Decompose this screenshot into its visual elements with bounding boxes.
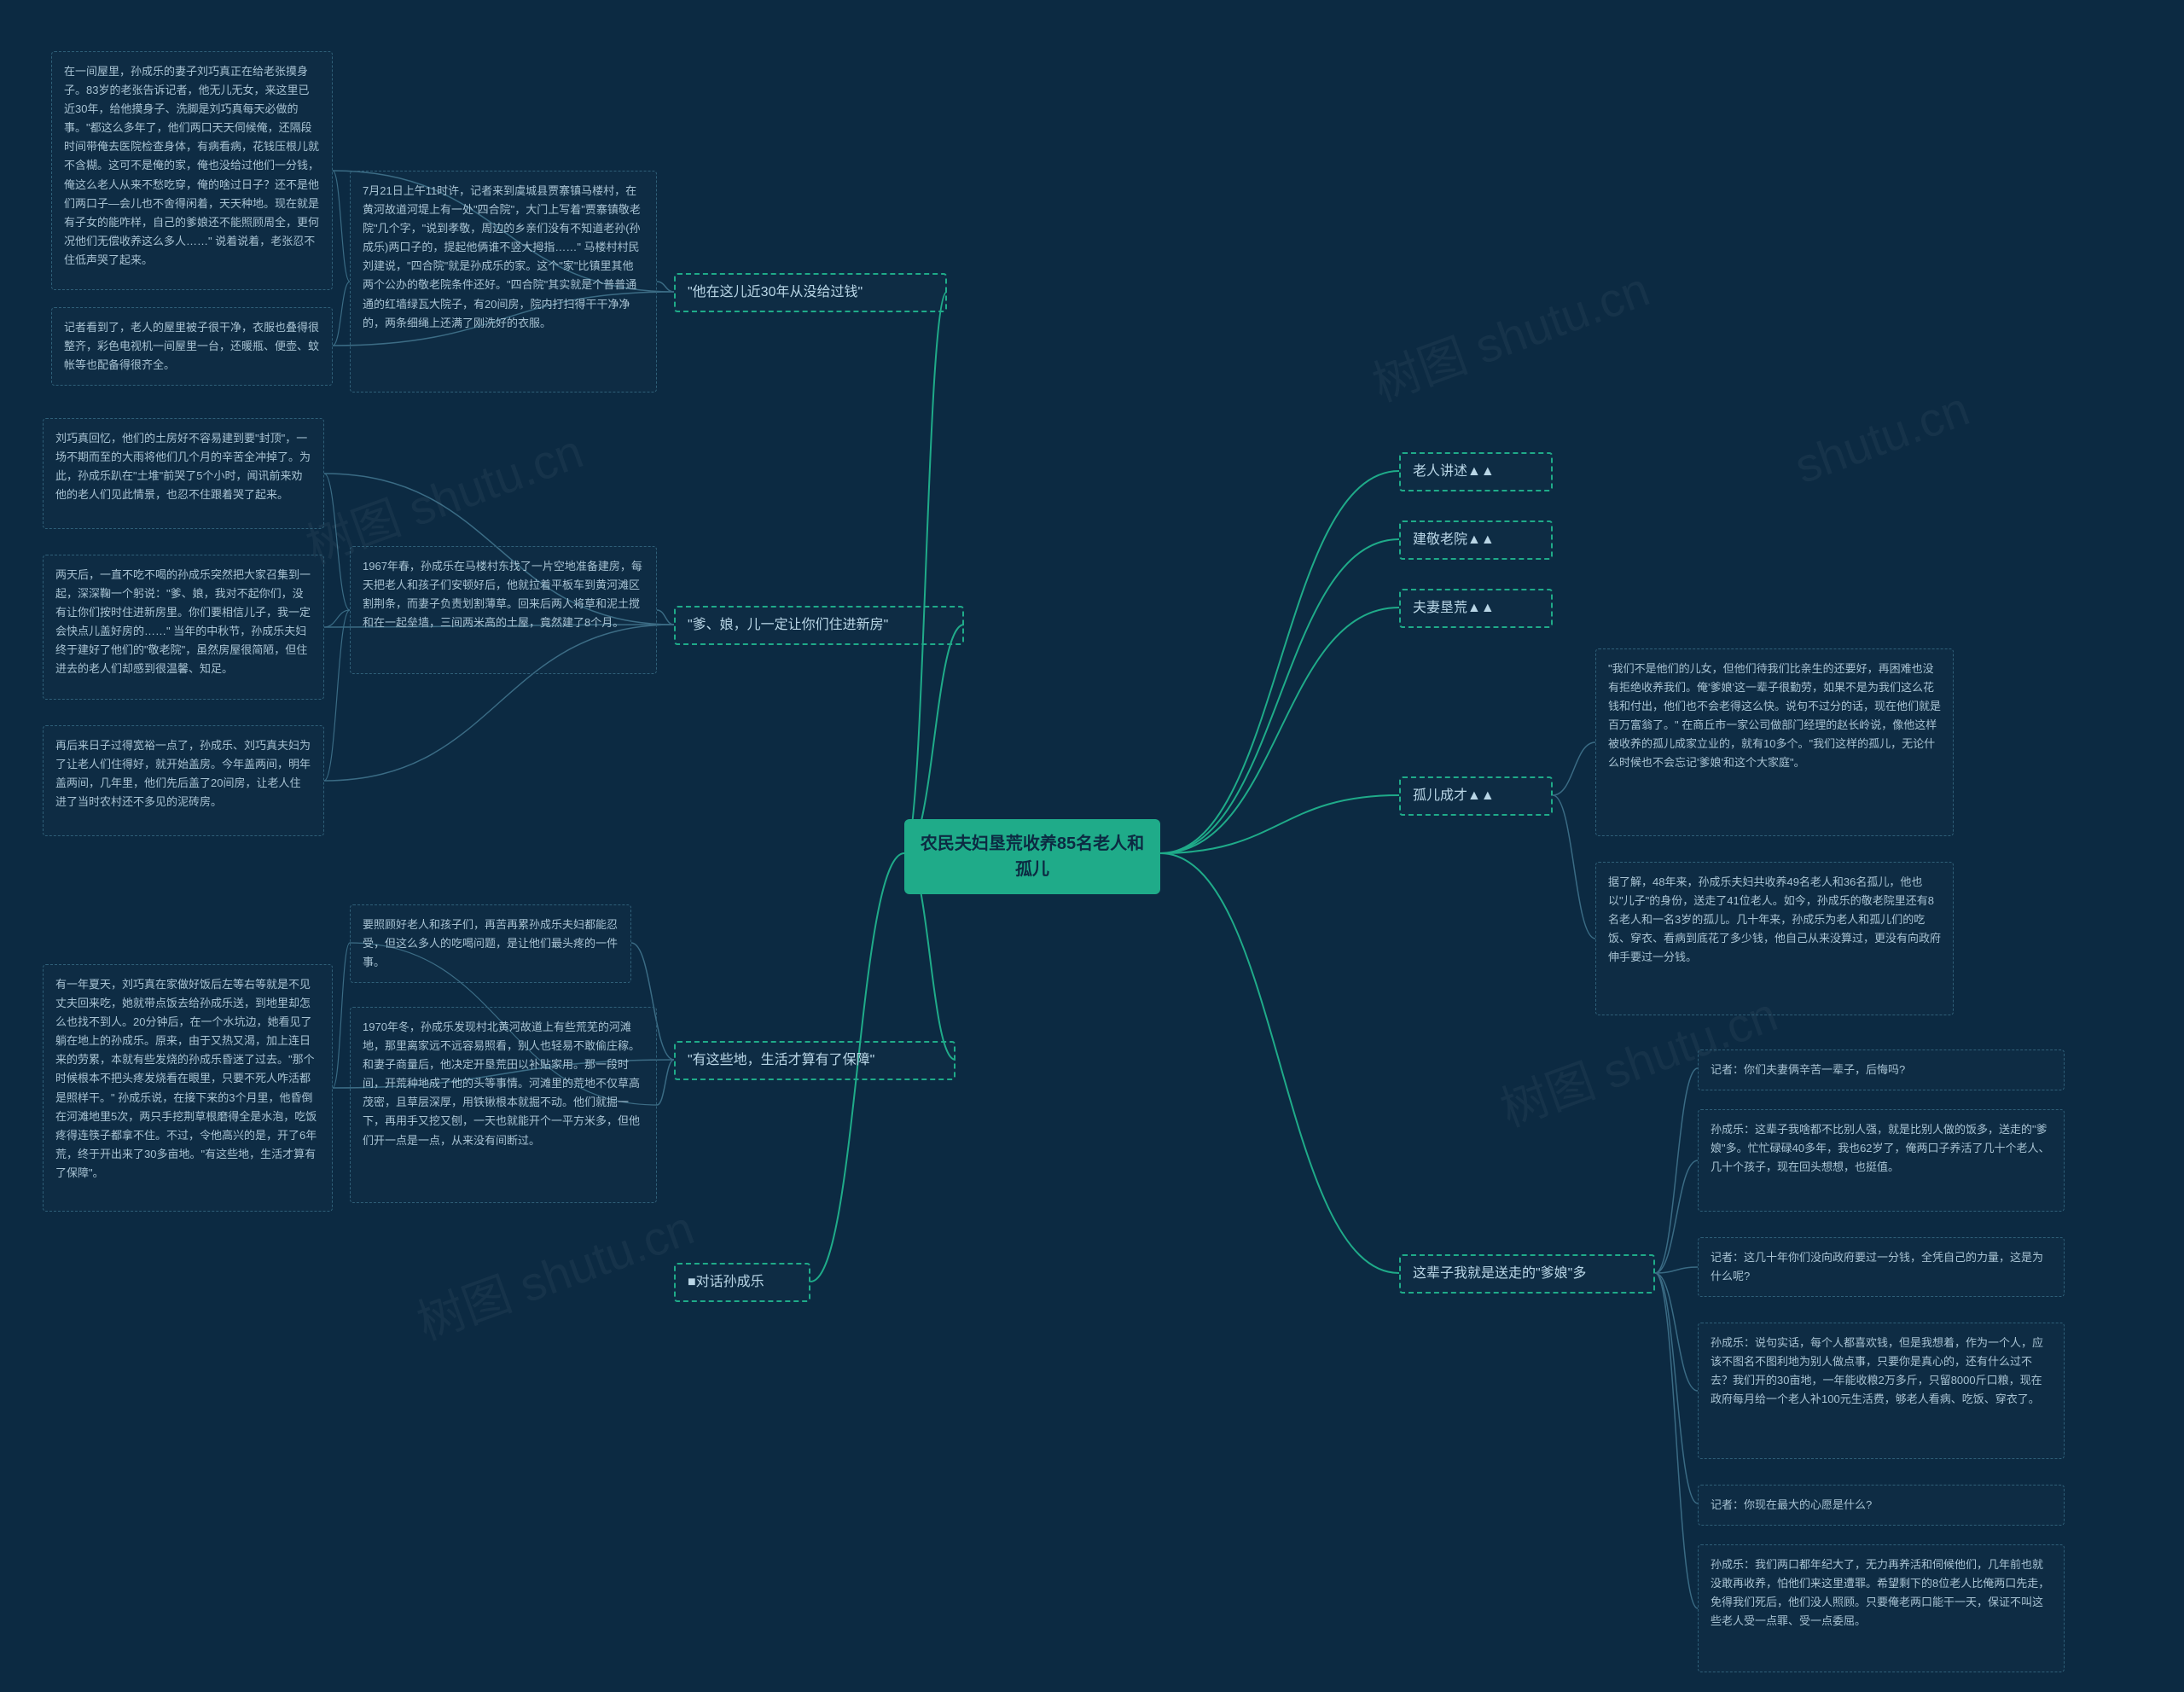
center-node: 农民夫妇垦荒收养85名老人和孤儿 [904,819,1160,894]
leaf-r5f: 孙成乐：我们两口都年纪大了，无力再养活和伺候他们，几年前也就没敢再收养，怕他们来… [1698,1544,2065,1672]
branch-l4[interactable]: ■对话孙成乐 [674,1263,810,1302]
leaf-l2d: 再后来日子过得宽裕一点了，孙成乐、刘巧真夫妇为了让老人们住得好，就开始盖房。今年… [43,725,324,836]
branch-r1[interactable]: 老人讲述▲▲ [1399,452,1553,491]
leaf-l2a: 1967年春，孙成乐在马楼村东找了一片空地准备建房，每天把老人和孩子们安顿好后，… [350,546,657,674]
leaf-r5c: 记者：这几十年你们没向政府要过一分钱，全凭自己的力量，这是为什么呢? [1698,1237,2065,1297]
watermark: 树图 shutu.cn [1362,251,1658,415]
leaf-l1b: 在一间屋里，孙成乐的妻子刘巧真正在给老张摸身子。83岁的老张告诉记者，他无儿无女… [51,51,333,290]
branch-r3[interactable]: 夫妻垦荒▲▲ [1399,589,1553,628]
branch-l2[interactable]: "爹、娘，儿一定让你们住进新房" [674,606,964,645]
leaf-r5a: 记者：你们夫妻俩辛苦一辈子，后悔吗? [1698,1050,2065,1090]
leaf-l1a: 7月21日上午11时许，记者来到虞城县贾寨镇马楼村，在黄河故道河堤上有一处"四合… [350,171,657,392]
branch-r5[interactable]: 这辈子我就是送走的"爹娘"多 [1399,1254,1655,1294]
leaf-r5d: 孙成乐：说句实话，每个人都喜欢钱，但是我想着，作为一个人，应该不图名不图利地为别… [1698,1323,2065,1459]
branch-l3[interactable]: "有这些地，生活才算有了保障" [674,1041,956,1080]
leaf-r5e: 记者：你现在最大的心愿是什么? [1698,1485,2065,1526]
leaf-r4b: 据了解，48年来，孙成乐夫妇共收养49名老人和36名孤儿，他也以"儿子"的身份，… [1595,862,1954,1015]
leaf-l1c: 记者看到了，老人的屋里被子很干净，衣服也叠得很整齐，彩色电视机一间屋里一台，还暖… [51,307,333,386]
branch-r2[interactable]: 建敬老院▲▲ [1399,520,1553,560]
leaf-l2b: 刘巧真回忆，他们的土房好不容易建到要"封顶"，一场不期而至的大雨将他们几个月的辛… [43,418,324,529]
leaf-l2c: 两天后，一直不吃不喝的孙成乐突然把大家召集到一起，深深鞠一个躬说："爹、娘，我对… [43,555,324,700]
branch-l1[interactable]: "他在这儿近30年从没给过钱" [674,273,947,312]
leaf-l3a: 要照顾好老人和孩子们，再苦再累孙成乐夫妇都能忍受，但这么多人的吃喝问题，是让他们… [350,904,631,983]
watermark: shutu.cn [1787,381,1976,494]
leaf-l3c: 有一年夏天，刘巧真在家做好饭后左等右等就是不见丈夫回来吃，她就带点饭去给孙成乐送… [43,964,333,1212]
branch-r4[interactable]: 孤儿成才▲▲ [1399,776,1553,816]
leaf-r4a: "我们不是他们的儿女，但他们待我们比亲生的还要好，再困难也没有拒绝收养我们。俺'… [1595,648,1954,836]
mindmap-canvas: 农民夫妇垦荒收养85名老人和孤儿树图 shutu.cn树图 shutu.cn树图… [0,0,2184,1692]
leaf-r5b: 孙成乐：这辈子我啥都不比别人强，就是比别人做的饭多，送走的"爹娘"多。忙忙碌碌4… [1698,1109,2065,1212]
leaf-l3b: 1970年冬，孙成乐发现村北黄河故道上有些荒芜的河滩地，那里离家远不远容易照看，… [350,1007,657,1203]
watermark: 树图 shutu.cn [406,1189,702,1353]
